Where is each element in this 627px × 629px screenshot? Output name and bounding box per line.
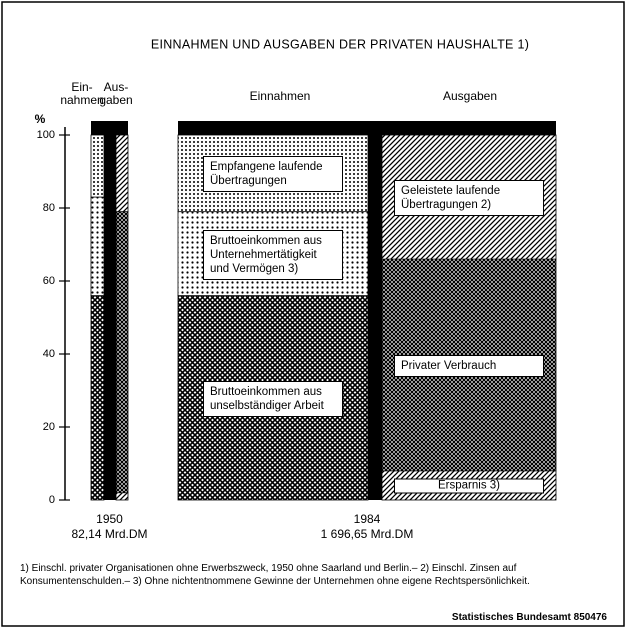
column-header: Ein- <box>71 80 92 94</box>
column-header: Einnahmen <box>250 89 311 103</box>
bar-segment <box>90 295 105 501</box>
segment-label: Geleistete laufende Übertragungen 2) <box>394 180 544 217</box>
chart-title: EINNAHMEN UND AUSGABEN DER PRIVATEN HAUS… <box>151 37 529 51</box>
bar-segment <box>115 134 129 213</box>
bar-segment <box>115 492 129 501</box>
segment-label: Empfangene laufende Übertragungen <box>203 156 343 193</box>
bar-segment <box>115 211 129 494</box>
y-axis-label: % <box>35 112 46 126</box>
y-tick-label: 40 <box>43 348 55 360</box>
y-tick-label: 20 <box>43 421 55 433</box>
group-label: 1950 <box>96 512 123 526</box>
group-total: 1 696,65 Mrd.DM <box>321 527 414 541</box>
column-header: Ausgaben <box>443 89 497 103</box>
segment-label: Ersparnis 3) <box>394 478 544 494</box>
footnote: 1) Einschl. privater Organisationen ohne… <box>20 563 530 587</box>
segment-label: Bruttoeinkommen aus Unternehmertätigkeit… <box>203 229 343 280</box>
group-total: 82,14 Mrd.DM <box>71 527 147 541</box>
group-label: 1984 <box>354 512 381 526</box>
bar-segment <box>90 196 105 297</box>
bar-segment <box>90 134 105 198</box>
y-tick-label: 60 <box>43 275 55 287</box>
segment-label: Privater Verbrauch <box>394 354 544 377</box>
column-header: nahmen <box>60 93 103 107</box>
y-tick-label: 0 <box>49 494 55 506</box>
column-header: Aus- <box>104 80 129 94</box>
segment-label: Bruttoeinkommen aus unselbständiger Arbe… <box>203 380 343 417</box>
source: Statistisches Bundesamt 850476 <box>451 612 607 623</box>
y-tick-label: 100 <box>37 129 55 141</box>
y-tick-label: 80 <box>43 202 55 214</box>
column-header: gaben <box>99 93 132 107</box>
